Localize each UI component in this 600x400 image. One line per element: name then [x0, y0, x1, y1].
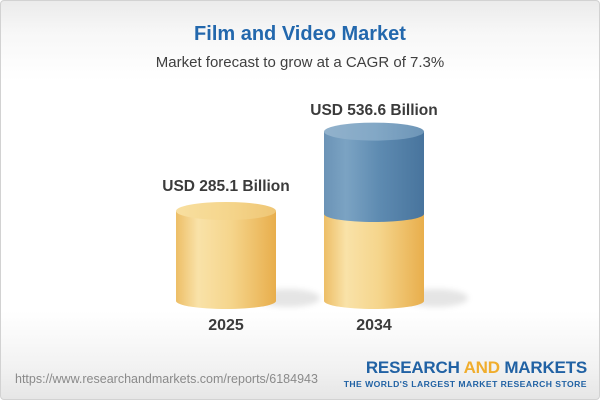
category-label-2034: 2034 — [356, 317, 392, 334]
logo-word-markets: MARKETS — [504, 358, 587, 377]
bar-2025-top — [176, 202, 276, 220]
logo-word-research: RESEARCH — [365, 358, 460, 377]
logo-wordmark: RESEARCH AND MARKETS — [344, 359, 587, 377]
bar-2025-body — [176, 211, 276, 301]
bar-2034-base-body — [324, 211, 424, 301]
logo-word-and: AND — [463, 358, 500, 377]
chart-title: Film and Video Market — [194, 23, 406, 45]
logo-tagline: THE WORLD'S LARGEST MARKET RESEARCH STOR… — [343, 378, 587, 389]
report-url: https://www.researchandmarkets.com/repor… — [15, 372, 318, 386]
bar-value-label-2025: USD 285.1 Billion — [162, 178, 290, 195]
bar-2034-top — [324, 122, 424, 141]
bar-value-label-2034: USD 536.6 Billion — [310, 102, 438, 119]
chart-subtitle: Market forecast to grow at a CAGR of 7.3… — [155, 54, 445, 71]
category-label-2025: 2025 — [208, 317, 244, 334]
research-and-markets-logo: RESEARCH AND MARKETS THE WORLD'S LARGEST… — [343, 359, 588, 389]
bar-2034-growth-body — [324, 131, 424, 214]
